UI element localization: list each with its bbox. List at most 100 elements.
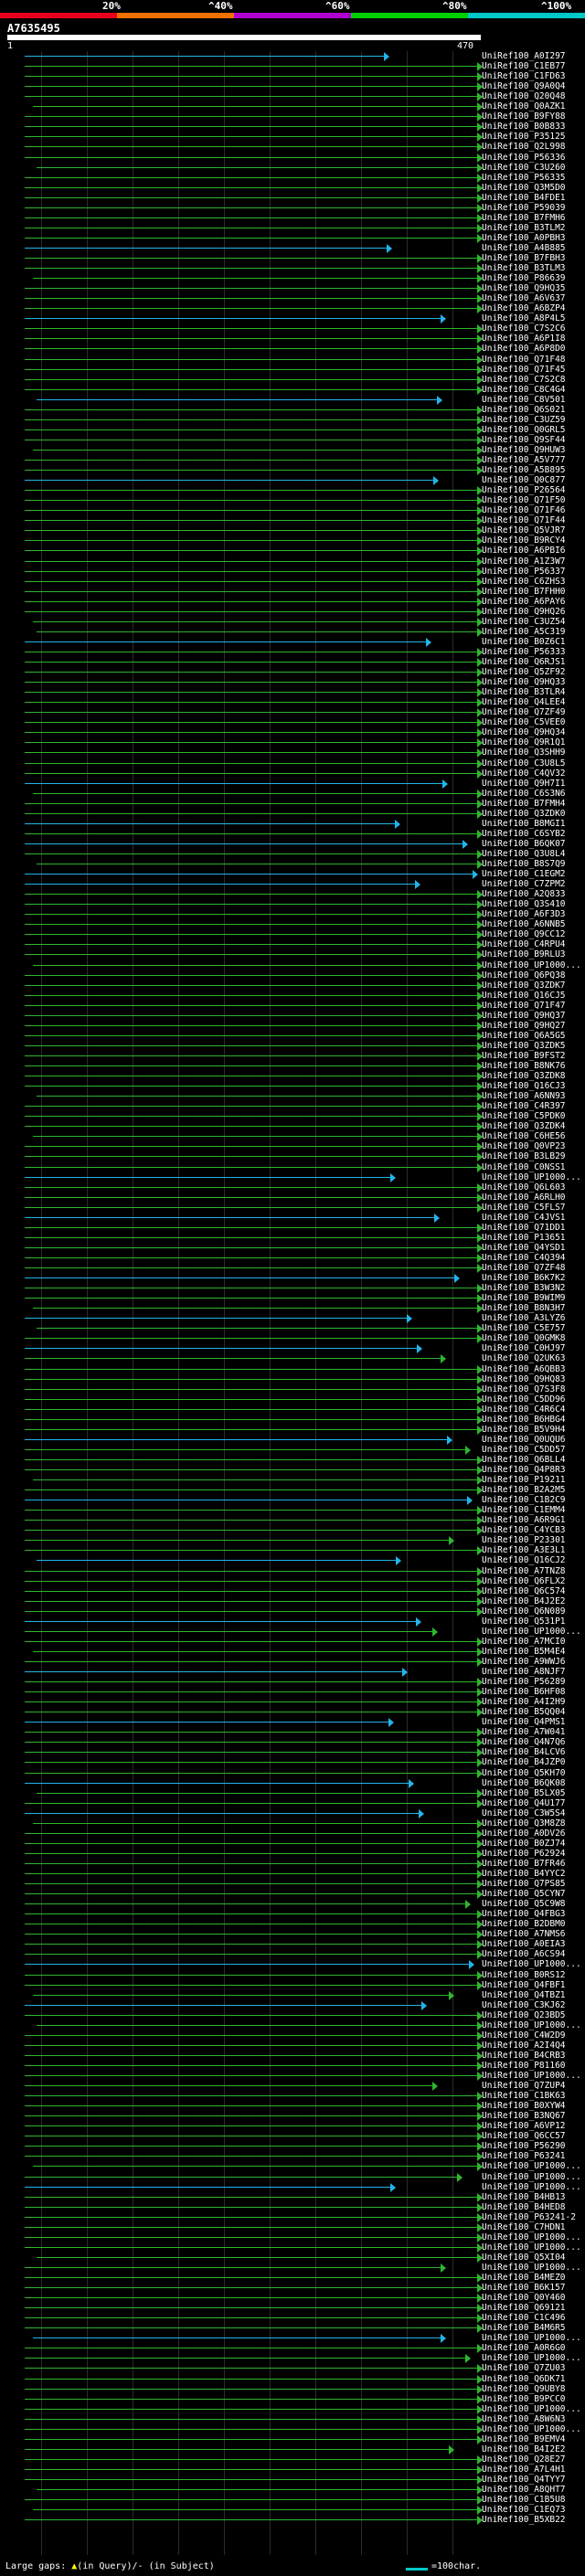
hit-line[interactable] [25, 833, 477, 834]
hit-label[interactable]: UniRef100_B9FST2 [482, 1051, 566, 1061]
hit-line[interactable] [25, 1257, 477, 1258]
hit-label[interactable]: UniRef100_A6VP12 [482, 2121, 566, 2131]
hit-label[interactable]: UniRef100_Q6L603 [482, 1182, 566, 1193]
hit-line[interactable] [25, 76, 477, 77]
hit-label[interactable]: UniRef100_Q4FBF1 [482, 1980, 566, 1990]
hit-label[interactable]: UniRef100_C3U260 [482, 163, 566, 173]
hit-label[interactable]: UniRef100_B3W3N2 [482, 1283, 566, 1293]
hit-line[interactable] [25, 2287, 477, 2288]
hit-label[interactable]: UniRef100_A9WWJ6 [482, 1657, 566, 1667]
hit-line[interactable] [25, 591, 477, 592]
hit-label[interactable]: UniRef100_A6NNB5 [482, 919, 566, 929]
hit-label[interactable]: UniRef100_C0NSS1 [482, 1162, 566, 1172]
hit-label[interactable]: UniRef100_Q3SHH9 [482, 747, 566, 758]
hit-line[interactable] [25, 217, 477, 218]
hit-label[interactable]: UniRef100_UP1000... [482, 1959, 581, 1969]
hit-line[interactable] [25, 338, 477, 339]
hit-label[interactable]: UniRef100_C6HE56 [482, 1131, 566, 1141]
hit-label[interactable]: UniRef100_A0I297 [482, 51, 566, 61]
hit-line[interactable] [25, 611, 477, 612]
hit-label[interactable]: UniRef100_C6SYB2 [482, 829, 566, 839]
hit-line[interactable] [25, 1510, 477, 1511]
hit-line[interactable] [25, 1873, 477, 1874]
hit-label[interactable]: UniRef100_Q6DK71 [482, 2374, 566, 2384]
hit-line[interactable] [25, 1701, 477, 1702]
hit-label[interactable]: UniRef100_B4I2E2 [482, 2444, 566, 2454]
hit-label[interactable]: UniRef100_B4CRB3 [482, 2051, 566, 2061]
hit-line[interactable] [25, 1267, 477, 1268]
hit-line[interactable] [25, 1944, 477, 1945]
hit-line[interactable] [25, 1227, 477, 1228]
hit-label[interactable]: UniRef100_C3UZ54 [482, 617, 566, 627]
hit-line[interactable] [25, 1439, 447, 1440]
hit-line[interactable] [25, 843, 463, 844]
hit-label[interactable]: UniRef100_C3KJ62 [482, 2000, 566, 2010]
hit-line[interactable] [25, 1833, 477, 1834]
hit-line[interactable] [25, 379, 477, 380]
hit-line[interactable] [25, 1035, 477, 1036]
hit-label[interactable]: UniRef100_Q7PS85 [482, 1879, 566, 1889]
hit-label[interactable]: UniRef100_A6F3D3 [482, 909, 566, 919]
hit-label[interactable]: UniRef100_P23301 [482, 1535, 566, 1545]
hit-label[interactable]: UniRef100_P35125 [482, 132, 566, 142]
hit-line[interactable] [37, 399, 437, 400]
hit-label[interactable]: UniRef100_A7MCI0 [482, 1637, 566, 1647]
hit-line[interactable] [25, 2419, 477, 2420]
hit-line[interactable] [25, 1681, 477, 1682]
hit-line[interactable] [33, 1479, 477, 1480]
hit-label[interactable]: UniRef100_Q7ZUP4 [482, 2081, 566, 2091]
hit-line[interactable] [25, 1903, 465, 1904]
hit-line[interactable] [25, 1803, 477, 1804]
hit-line[interactable] [37, 2025, 477, 2026]
hit-label[interactable]: UniRef100_Q3ZDK8 [482, 1071, 566, 1081]
hit-label[interactable]: UniRef100_Q7ZU03 [482, 2363, 566, 2373]
hit-line[interactable] [25, 2207, 477, 2208]
hit-label[interactable]: UniRef100_UP1000... [482, 2232, 581, 2242]
hit-line[interactable] [25, 1005, 477, 1006]
hit-label[interactable]: UniRef100_Q7S3F8 [482, 1384, 566, 1394]
hit-label[interactable]: UniRef100_B9PCC0 [482, 2394, 566, 2404]
hit-line[interactable] [25, 540, 477, 541]
hit-label[interactable]: UniRef100_A4B885 [482, 243, 566, 253]
hit-line[interactable] [25, 1106, 477, 1107]
hit-line[interactable] [25, 1853, 477, 1854]
hit-label[interactable]: UniRef100_UP1000... [482, 2020, 581, 2030]
hit-label[interactable]: UniRef100_A6P8D0 [482, 344, 566, 354]
hit-line[interactable] [25, 2247, 477, 2248]
hit-label[interactable]: UniRef100_C1BK63 [482, 2091, 566, 2101]
hit-line[interactable] [25, 2469, 477, 2470]
hit-line[interactable] [25, 702, 477, 703]
hit-line[interactable] [25, 1277, 454, 1278]
hit-label[interactable]: UniRef100_C3W5S4 [482, 1808, 566, 1818]
hit-line[interactable] [25, 1581, 477, 1582]
hit-label[interactable]: UniRef100_A6CS94 [482, 1949, 566, 1959]
hit-label[interactable]: UniRef100_A6BZP4 [482, 303, 566, 313]
hit-line[interactable] [25, 500, 477, 501]
hit-label[interactable]: UniRef100_B4HED8 [482, 2202, 566, 2212]
hit-label[interactable]: UniRef100_Q6S021 [482, 405, 566, 415]
hit-label[interactable]: UniRef100_Q9HUW3 [482, 445, 566, 455]
hit-line[interactable] [25, 1045, 477, 1046]
hit-label[interactable]: UniRef100_C4YCB3 [482, 1525, 566, 1535]
hit-label[interactable]: UniRef100_A7W041 [482, 1727, 566, 1737]
hit-label[interactable]: UniRef100_Q9HQ33 [482, 677, 566, 687]
hit-label[interactable]: UniRef100_UP1000... [482, 2172, 581, 2182]
hit-line[interactable] [25, 2317, 477, 2318]
hit-label[interactable]: UniRef100_A2I4Q4 [482, 2041, 566, 2051]
hit-label[interactable]: UniRef100_B5V9H4 [482, 1425, 566, 1435]
hit-label[interactable]: UniRef100_Q6CC57 [482, 2131, 566, 2141]
hit-line[interactable] [25, 783, 442, 784]
hit-line[interactable] [37, 1793, 477, 1794]
hit-line[interactable] [37, 2489, 477, 2490]
hit-line[interactable] [25, 510, 477, 511]
hit-label[interactable]: UniRef100_Q5KH70 [482, 1768, 566, 1778]
hit-label[interactable]: UniRef100_Q0UQU6 [482, 1435, 566, 1445]
hit-line[interactable] [25, 1520, 477, 1521]
hit-line[interactable] [25, 2368, 477, 2369]
hit-label[interactable]: UniRef100_A6R9G1 [482, 1515, 566, 1525]
hit-label[interactable]: UniRef100_Q6RJS1 [482, 657, 566, 667]
hit-label[interactable]: UniRef100_A8W6N3 [482, 2414, 566, 2424]
hit-label[interactable]: UniRef100_A6PAY6 [482, 597, 566, 607]
hit-label[interactable]: UniRef100_Q3M8Z8 [482, 1818, 566, 1829]
hit-label[interactable]: UniRef100_UP1000... [482, 960, 581, 970]
